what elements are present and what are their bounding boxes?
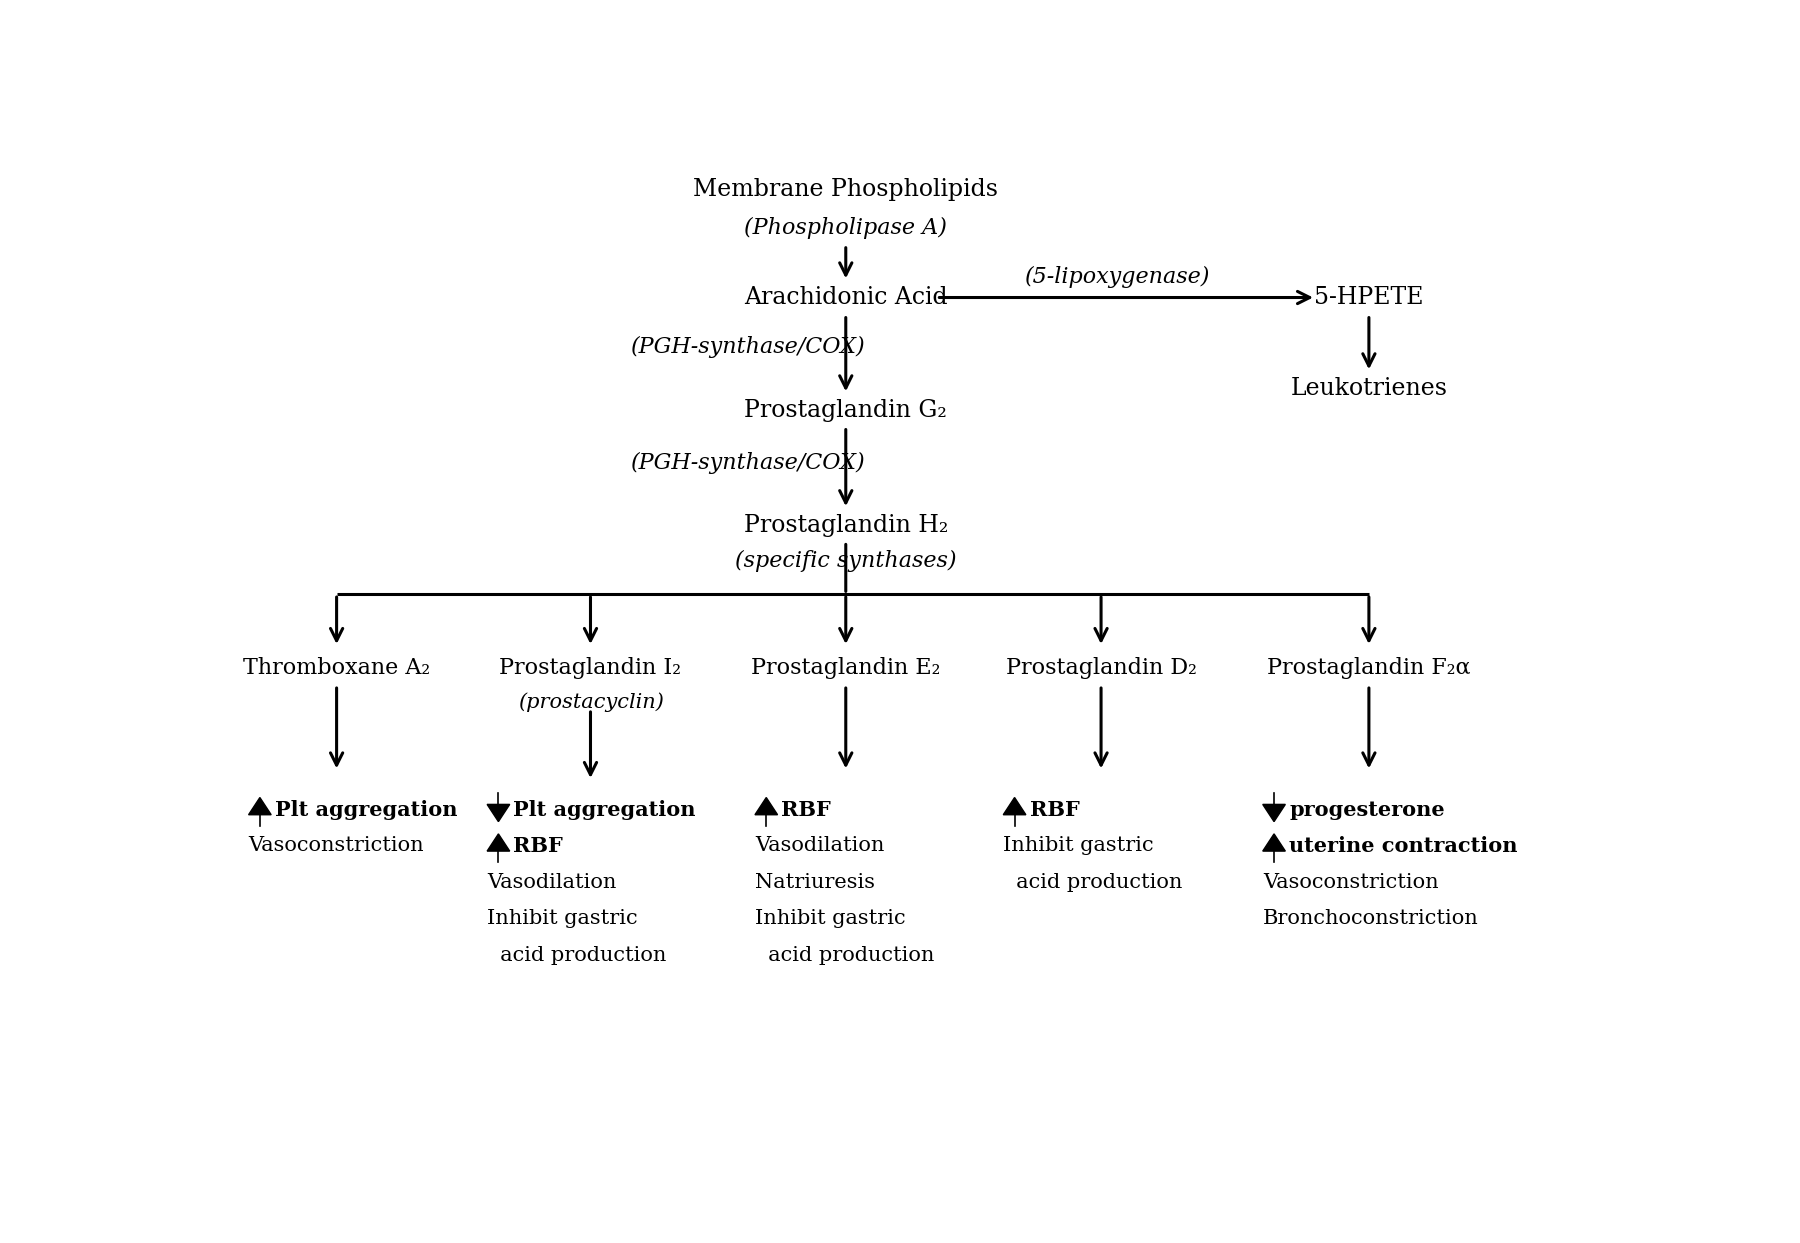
Polygon shape xyxy=(248,798,272,814)
Text: Arachidonic Acid: Arachidonic Acid xyxy=(743,286,947,310)
Text: (Phospholipase A): (Phospholipase A) xyxy=(745,216,947,239)
Text: Vasoconstriction: Vasoconstriction xyxy=(248,837,425,855)
Text: progesterone: progesterone xyxy=(1289,799,1445,819)
Text: acid production: acid production xyxy=(1003,873,1183,891)
Text: Membrane Phospholipids: Membrane Phospholipids xyxy=(693,178,999,201)
Text: Prostaglandin I₂: Prostaglandin I₂ xyxy=(499,656,682,679)
Polygon shape xyxy=(488,834,509,851)
Polygon shape xyxy=(754,798,778,814)
Polygon shape xyxy=(1003,798,1026,814)
Polygon shape xyxy=(1264,834,1285,851)
Text: Inhibit gastric: Inhibit gastric xyxy=(488,909,637,929)
Text: Prostaglandin F₂α: Prostaglandin F₂α xyxy=(1267,656,1471,679)
Text: (5-lipoxygenase): (5-lipoxygenase) xyxy=(1026,266,1210,288)
Text: (PGH-synthase/COX): (PGH-synthase/COX) xyxy=(630,452,866,474)
Text: 5-HPETE: 5-HPETE xyxy=(1314,286,1424,310)
Polygon shape xyxy=(488,804,509,822)
Text: Leukotrienes: Leukotrienes xyxy=(1291,377,1447,400)
Text: Natriuresis: Natriuresis xyxy=(756,873,875,891)
Text: RBF: RBF xyxy=(781,799,832,819)
Text: uterine contraction: uterine contraction xyxy=(1289,837,1517,856)
Text: (PGH-synthase/COX): (PGH-synthase/COX) xyxy=(630,337,866,358)
Text: Prostaglandin G₂: Prostaglandin G₂ xyxy=(745,399,947,421)
Text: Prostaglandin D₂: Prostaglandin D₂ xyxy=(1006,656,1197,679)
Text: Vasodilation: Vasodilation xyxy=(488,873,617,891)
Text: acid production: acid production xyxy=(756,946,934,965)
Text: RBF: RBF xyxy=(1030,799,1080,819)
Text: Prostaglandin E₂: Prostaglandin E₂ xyxy=(751,656,940,679)
Text: Thromboxane A₂: Thromboxane A₂ xyxy=(243,656,430,679)
Text: RBF: RBF xyxy=(513,837,563,856)
Text: Vasoconstriction: Vasoconstriction xyxy=(1264,873,1438,891)
Polygon shape xyxy=(1264,804,1285,822)
Text: (prostacyclin): (prostacyclin) xyxy=(518,692,664,712)
Text: Plt aggregation: Plt aggregation xyxy=(275,799,457,819)
Text: Prostaglandin H₂: Prostaglandin H₂ xyxy=(743,513,949,537)
Text: Inhibit gastric: Inhibit gastric xyxy=(1003,837,1154,855)
Text: Bronchoconstriction: Bronchoconstriction xyxy=(1264,909,1478,929)
Text: acid production: acid production xyxy=(488,946,666,965)
Text: Inhibit gastric: Inhibit gastric xyxy=(756,909,905,929)
Text: (specific synthases): (specific synthases) xyxy=(734,549,956,572)
Text: Vasodilation: Vasodilation xyxy=(756,837,884,855)
Text: Plt aggregation: Plt aggregation xyxy=(513,799,697,819)
